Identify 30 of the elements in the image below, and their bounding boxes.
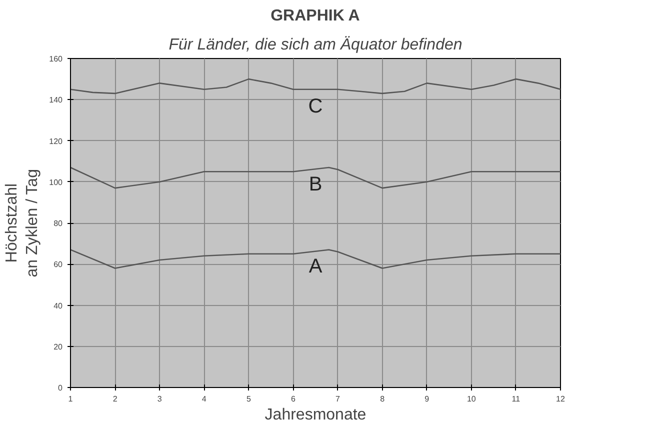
line-series [70, 78, 560, 94]
x-axis-title: Jahresmonate [264, 406, 366, 424]
x-tick-label: 12 [556, 394, 566, 404]
x-tick-label: 11 [512, 394, 521, 404]
x-tick-label: 6 [291, 394, 296, 404]
x-tick-label: 8 [380, 394, 386, 404]
x-tick-label: 3 [157, 394, 162, 404]
y-tick-label: 40 [54, 301, 64, 310]
y-axis-title: Höchstzahl an Zyklen / Tag [4, 169, 42, 278]
x-tick-label: 5 [246, 394, 252, 404]
y-tick-label: 120 [49, 136, 64, 146]
series-label: C [308, 95, 323, 118]
x-tick-label: 10 [466, 394, 476, 404]
series-label: B [308, 173, 322, 196]
y-tick-label: 0 [58, 384, 64, 392]
chart-title: GRAPHIK A [270, 8, 360, 24]
series-label: A [308, 256, 323, 278]
x-tick-label: 2 [112, 394, 118, 404]
y-tick-label: 100 [49, 178, 64, 187]
x-tick-label: 9 [424, 394, 430, 404]
y-tick-label: 20 [54, 342, 64, 352]
y-tick-label: 80 [54, 219, 64, 228]
chart-subtitle: Für Länder, die sich am Äquator befinden [168, 36, 462, 54]
y-tick-label: 140 [49, 96, 64, 105]
x-tick-label: 1 [68, 394, 74, 404]
y-tick-label: 60 [54, 260, 64, 270]
x-tick-label: 4 [202, 394, 207, 404]
y-tick-label: 160 [49, 54, 64, 64]
line-series [70, 166, 560, 189]
x-tick-label: 7 [336, 394, 341, 404]
